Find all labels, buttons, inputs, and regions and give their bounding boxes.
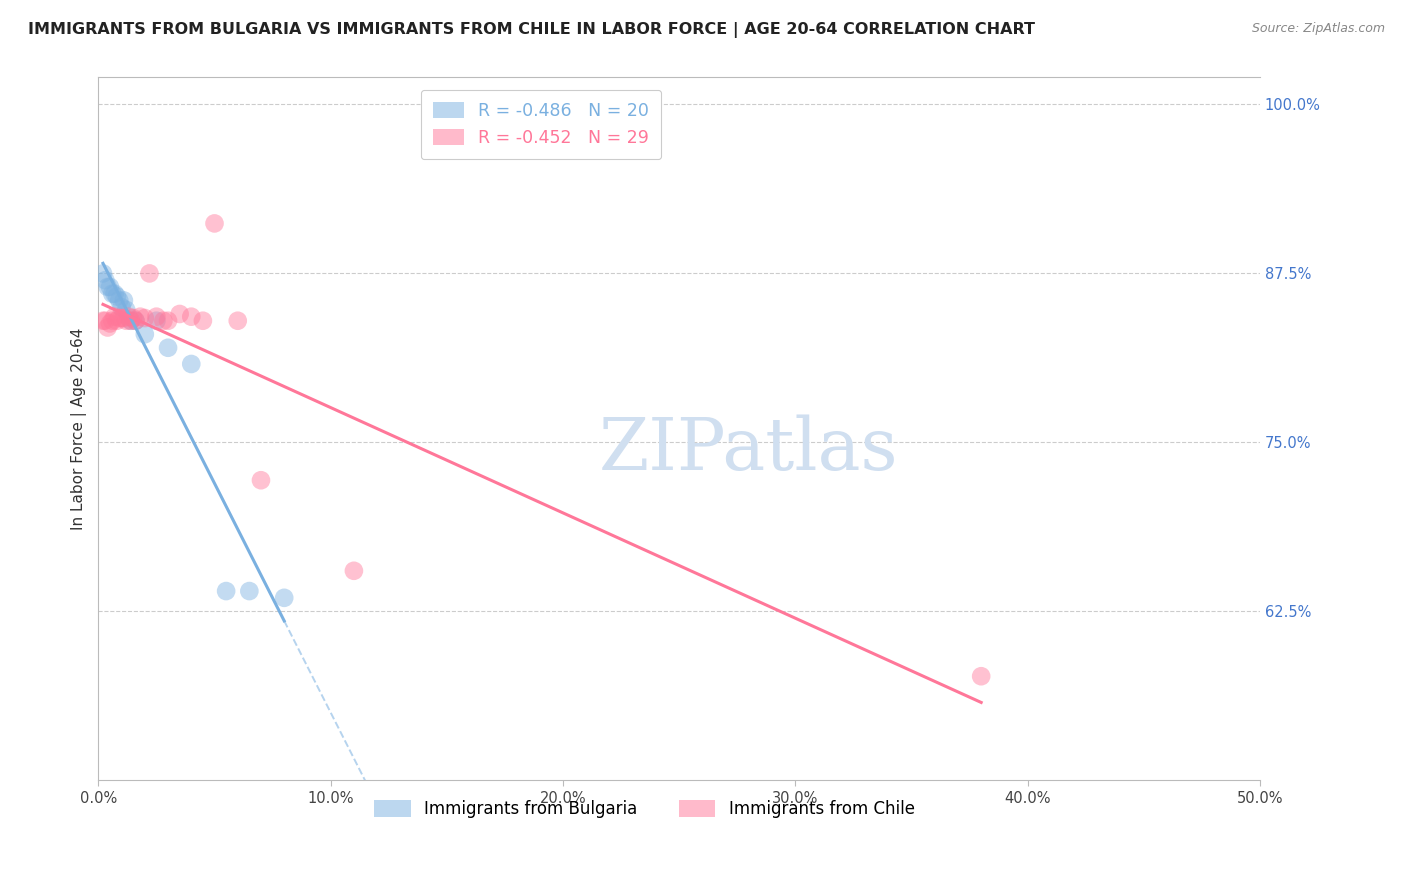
Point (970, 669, 993, 683)
Point (108, 293, 131, 308)
Point (94, 314, 117, 328)
Text: ZIPatlas: ZIPatlas (599, 415, 898, 485)
Point (157, 314, 180, 328)
Point (108, 311, 131, 326)
Point (120, 314, 142, 328)
Point (180, 310, 202, 324)
Point (180, 357, 202, 371)
Point (343, 564, 366, 578)
Point (97, 280, 120, 294)
Point (91, 267, 114, 281)
Point (157, 341, 180, 355)
Text: Source: ZipAtlas.com: Source: ZipAtlas.com (1251, 22, 1385, 36)
Point (250, 473, 273, 487)
Point (129, 310, 152, 324)
Legend: Immigrants from Bulgaria, Immigrants from Chile: Immigrants from Bulgaria, Immigrants fro… (367, 793, 921, 825)
Point (115, 314, 138, 328)
Point (134, 327, 156, 342)
Point (101, 314, 124, 328)
Point (112, 293, 135, 308)
Point (104, 286, 127, 301)
Point (134, 311, 156, 326)
Point (122, 311, 145, 326)
Point (169, 307, 191, 321)
Point (120, 314, 142, 328)
Point (204, 216, 226, 230)
Point (226, 314, 249, 328)
Point (145, 314, 167, 328)
Point (97, 320, 120, 334)
Point (117, 310, 139, 324)
Point (124, 314, 146, 328)
Point (115, 302, 138, 317)
Point (98, 317, 121, 331)
Point (110, 300, 132, 314)
Point (101, 286, 124, 301)
Point (145, 310, 167, 324)
Point (98, 280, 121, 294)
Point (104, 310, 127, 324)
Point (124, 314, 146, 328)
Point (91, 314, 114, 328)
Point (152, 314, 174, 328)
Point (105, 314, 128, 328)
Point (112, 311, 135, 326)
Point (273, 591, 295, 605)
Text: IMMIGRANTS FROM BULGARIA VS IMMIGRANTS FROM CHILE IN LABOR FORCE | AGE 20-64 COR: IMMIGRANTS FROM BULGARIA VS IMMIGRANTS F… (28, 22, 1035, 38)
Point (138, 267, 160, 281)
Point (191, 314, 214, 328)
Point (215, 584, 238, 599)
Point (238, 584, 260, 599)
Point (110, 311, 132, 326)
Point (105, 289, 128, 303)
Y-axis label: In Labor Force | Age 20-64: In Labor Force | Age 20-64 (72, 327, 87, 530)
Point (94, 273, 117, 287)
